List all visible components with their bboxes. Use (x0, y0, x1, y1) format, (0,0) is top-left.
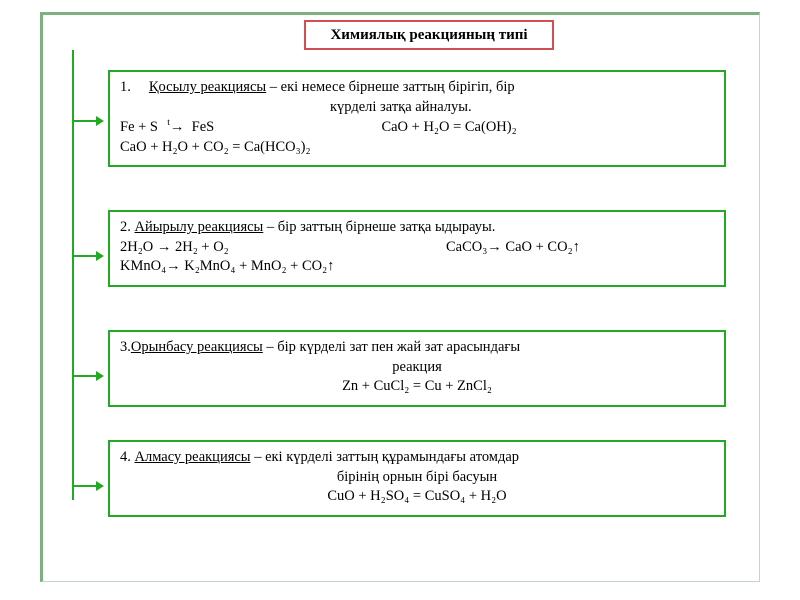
reaction-box-4: 4. Алмасу реакциясы – екі күрделі заттың… (108, 440, 726, 517)
box3-num: 3. (120, 339, 131, 355)
box1-eq2: CaO + H₂O + CO₂ = Ca(HCO₃)₂ (120, 138, 714, 158)
connector-trunk (72, 50, 74, 500)
box2-eq1-left: 2H₂O → 2H₂ + O₂ (120, 239, 229, 255)
box1-term: Қосылу реакциясы (149, 79, 266, 95)
box3-eq: Zn + CuCl₂ = Cu + ZnCl₂ (120, 377, 714, 397)
reaction-box-1: 1. Қосылу реакциясы – екі немесе бірнеше… (108, 70, 726, 167)
connector-arrow-2 (72, 255, 102, 257)
box3-def1: – бір күрделі зат пен жай зат арасындағы (263, 339, 520, 355)
box3-def2: реакция (120, 358, 714, 378)
box3-line1: 3.Орынбасу реакциясы – бір күрделі зат п… (120, 338, 714, 358)
box2-eq1-right: CaCO₃→ CaO + CO₂↑ (446, 239, 580, 255)
reaction-box-3: 3.Орынбасу реакциясы – бір күрделі зат п… (108, 330, 726, 407)
box1-num: 1. (120, 78, 138, 98)
connector-arrow-1 (72, 120, 102, 122)
reaction-box-2: 2. Айырылу реакциясы – бір заттың бірнеш… (108, 210, 726, 287)
box1-eq1-extra: CaO + H₂O = Ca(OH)₂ (381, 119, 516, 135)
box4-eq: CuO + H₂SO₄ = CuSO₄ + H₂O (120, 487, 714, 507)
title-box: Химиялық реакцияның типі (304, 20, 554, 50)
box1-def2: күрделі затқа айналуы. (120, 98, 714, 118)
box2-eq2: KMnO₄→ K₂MnO₄ + MnO₂ + CO₂↑ (120, 257, 714, 277)
box2-eq1: 2H₂O → 2H₂ + O₂ CaCO₃→ CaO + CO₂↑ (120, 238, 714, 258)
box2-line1: 2. Айырылу реакциясы – бір заттың бірнеш… (120, 218, 714, 238)
box4-line1: 4. Алмасу реакциясы – екі күрделі заттың… (120, 448, 714, 468)
box2-term: Айырылу реакциясы (135, 219, 264, 235)
box1-eq1: Fe + S t→ FeS CaO + H₂O = Ca(OH)₂ (120, 117, 714, 137)
box4-term: Алмасу реакциясы (135, 449, 251, 465)
box4-num: 4. (120, 449, 131, 465)
box4-def2: бірінің орнын бірі басуын (120, 468, 714, 488)
box4-def1: – екі күрделі заттың құрамындағы атомдар (251, 449, 519, 465)
connector-arrow-3 (72, 375, 102, 377)
box1-eq1-right: FeS (192, 119, 215, 135)
connector-arrow-4 (72, 485, 102, 487)
box3-term: Орынбасу реакциясы (131, 339, 263, 355)
box1-def1: – екі немесе бірнеше заттың бірігіп, бір (266, 79, 514, 95)
box2-def: – бір заттың бірнеше затқа ыдырауы. (263, 219, 495, 235)
box1-eq1-left: Fe + S (120, 119, 158, 135)
box1-line1: 1. Қосылу реакциясы – екі немесе бірнеше… (120, 78, 714, 98)
title-text: Химиялық реакцияның типі (330, 27, 527, 44)
box2-num: 2. (120, 219, 131, 235)
arrow-icon: t→ (162, 119, 188, 135)
